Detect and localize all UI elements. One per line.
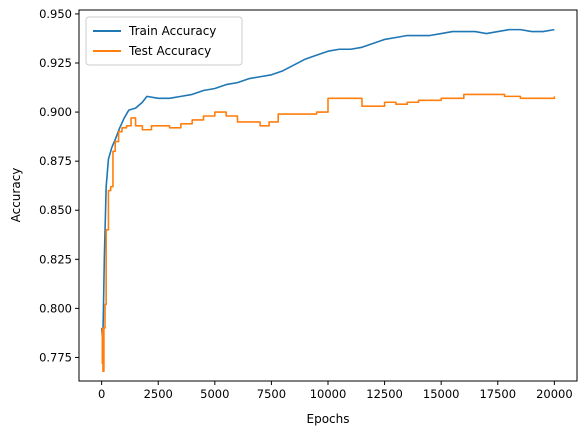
series-layer: [100, 28, 556, 372]
x-tick-label: 10000: [310, 387, 347, 401]
axes-layer: 0 2500 5000 7500 10000 12500 15000 17500 20000 0.…: [39, 7, 578, 401]
plot-background: [79, 10, 577, 381]
y-tick-label: 0.800: [39, 301, 72, 315]
y-tick-label: 0.825: [39, 252, 72, 266]
legend-label: Test Accuracy: [128, 44, 211, 58]
y-tick-label: 0.900: [39, 105, 72, 119]
legend: Train Accuracy Test Accuracy: [85, 16, 243, 66]
x-tick-label: 20000: [536, 387, 573, 401]
y-tick-label: 0.950: [39, 7, 72, 21]
y-axis-label: Accuracy: [9, 168, 23, 223]
y-tick-label: 0.850: [39, 203, 72, 217]
series-line-test-accuracy: [101, 93, 556, 372]
x-tick-label: 0: [98, 387, 105, 401]
x-tick-label: 12500: [366, 387, 403, 401]
y-tick-label: 0.775: [39, 350, 72, 364]
x-axis-label: Epochs: [307, 412, 350, 426]
x-tick-label: 5000: [200, 387, 229, 401]
x-tick-label: 7500: [257, 387, 286, 401]
y-tick-label: 0.925: [39, 56, 72, 70]
x-tick-label: 17500: [479, 387, 516, 401]
series-line-train-accuracy: [100, 28, 555, 343]
x-tick-label: 15000: [423, 387, 460, 401]
x-tick-label: 2500: [144, 387, 173, 401]
y-tick-label: 0.875: [39, 154, 72, 168]
legend-label: Train Accuracy: [128, 24, 216, 38]
legend-box: [85, 16, 243, 66]
